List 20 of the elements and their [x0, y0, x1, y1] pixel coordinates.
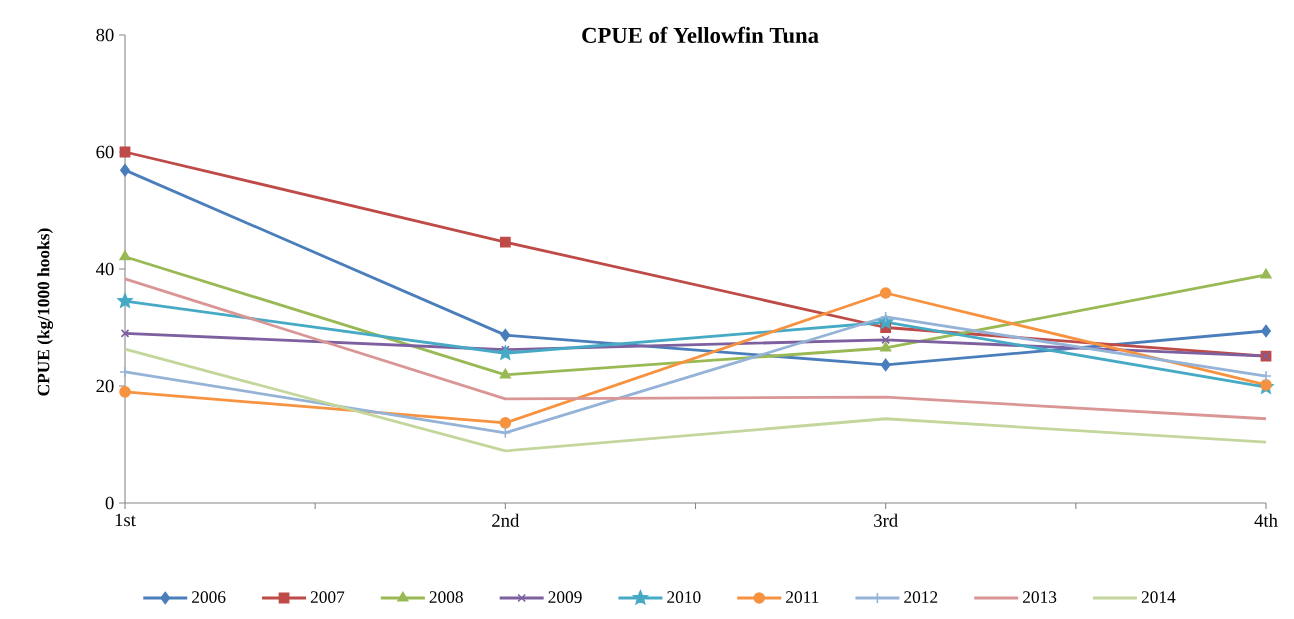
x-tick-label: 4th — [1254, 513, 1278, 527]
legend-label: 2013 — [1023, 591, 1057, 603]
chart-title: CPUE of Yellowfin Tuna — [582, 26, 819, 44]
legend-label: 2010 — [667, 591, 701, 603]
y-tick-label: 20 — [96, 379, 114, 393]
y-tick-label: 40 — [95, 262, 114, 276]
y-tick-label: 0 — [105, 496, 114, 510]
y-axis-title: CPUE (kg/1000 hooks) — [37, 228, 54, 396]
legend-label: 2006 — [192, 591, 226, 603]
legend-label: 2008 — [429, 591, 463, 603]
x-tick-label: 3rd — [874, 513, 898, 527]
y-tick-label: 60 — [96, 145, 114, 159]
x-tick-label: 1st — [115, 513, 136, 527]
legend-label: 2014 — [1141, 591, 1176, 603]
legend-label: 2007 — [310, 591, 345, 603]
legend-label: 2011 — [786, 591, 819, 603]
legend-label: 2009 — [548, 591, 582, 603]
y-tick-label: 80 — [96, 28, 114, 42]
legend-label: 2012 — [904, 591, 938, 603]
x-tick-label: 2nd — [492, 513, 520, 527]
